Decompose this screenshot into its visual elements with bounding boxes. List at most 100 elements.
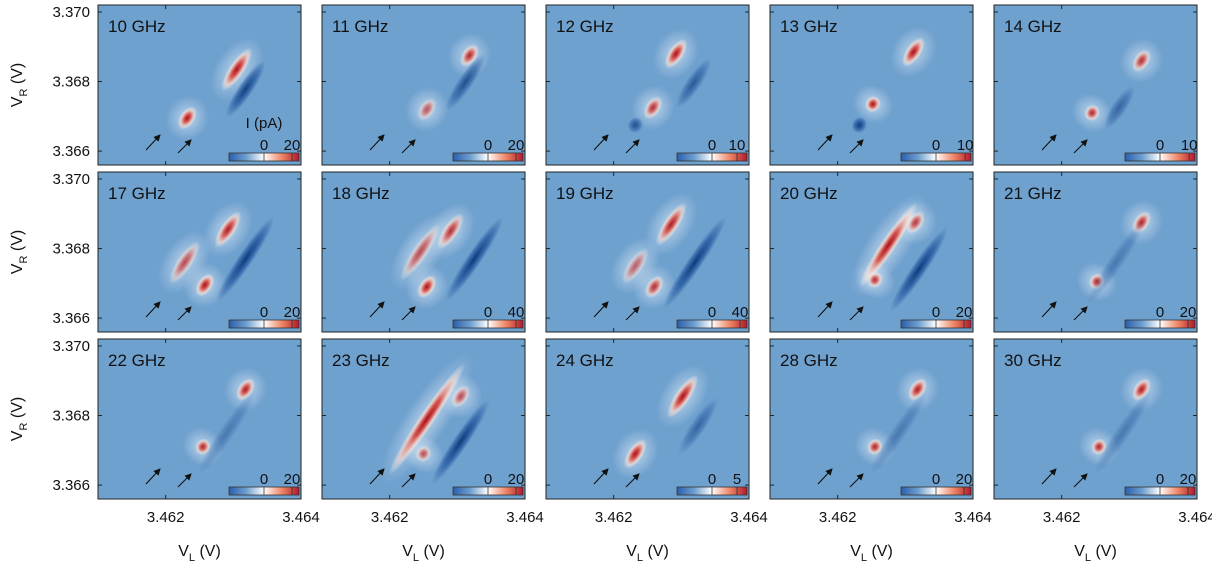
panel-frequency-label: 13 GHz: [780, 17, 838, 36]
colorbar-label: I (pA): [246, 115, 283, 132]
current-dip: [851, 116, 868, 134]
panel-frequency-label: 21 GHz: [1004, 184, 1062, 203]
current-peak: [415, 445, 432, 462]
arrow-marker: [369, 301, 385, 318]
arrow-marker: [1073, 139, 1088, 154]
colorbar-tick-label: 20: [284, 137, 301, 154]
colorbar-tick-label: 0: [708, 304, 716, 321]
x-tick-label: 3.462: [595, 509, 633, 526]
x-axis-label: VL (V): [178, 543, 221, 564]
panel-background: [994, 5, 1197, 165]
panel-frequency-label: 18 GHz: [332, 184, 390, 203]
panel-frame: [769, 4, 974, 166]
arrow-marker: [849, 473, 864, 488]
panel-frequency-label: 19 GHz: [556, 184, 614, 203]
arrow-marker: [817, 301, 833, 318]
current-dip: [678, 397, 719, 455]
panel-frame: [993, 338, 1198, 500]
panel-frequency-label: 24 GHz: [556, 351, 614, 370]
current-peak: [902, 37, 925, 67]
panel-features: [1071, 38, 1164, 133]
current-dip: [1093, 390, 1152, 476]
y-tick-label: 3.366: [52, 477, 90, 494]
arrow-marker: [849, 306, 864, 321]
current-peak: [623, 439, 647, 469]
current-peak: [221, 47, 253, 91]
arrow-marker: [593, 134, 609, 151]
arrow-marker: [177, 306, 192, 321]
panel: 20 GHz 0 20: [769, 171, 974, 333]
arrow-marker: [1041, 301, 1057, 318]
panel-frame: [97, 4, 302, 166]
arrow-marker: [625, 473, 640, 488]
colorbar-tick-label: 0: [932, 137, 940, 154]
colorbar-tick-label: 20: [508, 471, 525, 488]
colorbar-tick-label: 10: [1181, 137, 1198, 154]
arrow-marker: [1041, 134, 1057, 151]
arrow-marker: [145, 134, 161, 151]
panel-frequency-label: 12 GHz: [556, 17, 614, 36]
panel-features: [158, 201, 275, 308]
panel-frequency-label: 14 GHz: [1004, 17, 1062, 36]
panel-frequency-label: 22 GHz: [108, 351, 166, 370]
panel: 13 GHz 0 10: [769, 4, 974, 166]
x-tick-label: 3.464: [506, 509, 544, 526]
current-dip: [197, 390, 256, 476]
panel-frequency-label: 23 GHz: [332, 351, 390, 370]
panel: 30 GHz 0 20: [993, 338, 1198, 500]
panel-features: [405, 33, 492, 132]
colorbar-tick-label: 0: [1156, 137, 1164, 154]
panel-background: [546, 339, 749, 499]
panel: 21 GHz 0 20: [993, 171, 1198, 333]
panel-features: [850, 193, 948, 312]
colorbar-tick-label: 20: [284, 304, 301, 321]
current-peak: [214, 211, 242, 248]
x-tick-label: 3.464: [282, 509, 320, 526]
x-axis-label: VL (V): [1074, 543, 1117, 564]
x-tick-label: 3.462: [147, 509, 185, 526]
current-peak: [400, 223, 441, 281]
x-axis-label: VL (V): [626, 543, 669, 564]
y-tick-label: 3.370: [52, 171, 90, 188]
x-axis-label: VL (V): [850, 543, 893, 564]
panel: 24 GHz 0 5: [545, 338, 750, 500]
x-tick-label: 3.462: [371, 509, 409, 526]
x-tick-label: 3.464: [954, 509, 992, 526]
arrow-marker: [625, 139, 640, 154]
panel-features: [612, 364, 719, 479]
arrow-marker: [177, 139, 192, 154]
arrow-marker: [145, 468, 161, 485]
colorbar-tick-label: 0: [708, 137, 716, 154]
arrow-marker: [401, 139, 416, 154]
arrow-marker: [401, 306, 416, 321]
panel-frame: [321, 171, 526, 333]
colorbar-tick-label: 0: [260, 304, 268, 321]
y-tick-label: 3.366: [52, 143, 90, 160]
colorbar-tick-label: 20: [284, 471, 301, 488]
current-peak: [1132, 49, 1151, 72]
x-tick-label: 3.464: [730, 509, 768, 526]
current-peak: [177, 106, 197, 130]
colorbar-tick-label: 0: [260, 137, 268, 154]
y-tick-label: 3.370: [52, 4, 90, 21]
colorbar-tick-label: 0: [260, 471, 268, 488]
current-dip: [445, 53, 486, 111]
arrow-marker: [593, 468, 609, 485]
colorbar-tick-label: 5: [733, 471, 741, 488]
y-tick-label: 3.370: [52, 338, 90, 355]
current-dip: [445, 216, 504, 302]
panel-features: [390, 202, 504, 309]
panel-frame: [97, 338, 302, 500]
colorbar-tick-label: 20: [956, 471, 973, 488]
panel-frame: [321, 338, 526, 500]
arrow-marker: [177, 473, 192, 488]
colorbar-tick-label: 20: [1180, 471, 1197, 488]
current-dip: [216, 216, 275, 302]
arrow-marker: [817, 134, 833, 151]
colorbar-tick-label: 0: [484, 471, 492, 488]
arrow-marker: [1073, 306, 1088, 321]
panel: 14 GHz 0 10: [993, 4, 1198, 166]
panel-features: [182, 367, 268, 476]
current-peak: [417, 98, 437, 121]
axis-labels: 3.366 3.368 3.370 VR (V) 3.366 3.368 3.370 VR (…: [9, 4, 1212, 564]
